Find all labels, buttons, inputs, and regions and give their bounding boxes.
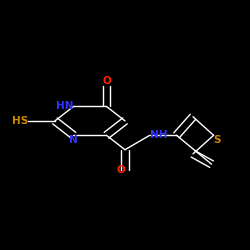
Text: NH: NH xyxy=(150,130,167,140)
Text: N: N xyxy=(69,135,78,145)
Text: HN: HN xyxy=(56,102,74,112)
Text: O: O xyxy=(116,165,125,175)
Text: HS: HS xyxy=(12,116,28,126)
Text: S: S xyxy=(214,135,221,145)
Text: O: O xyxy=(102,76,111,86)
